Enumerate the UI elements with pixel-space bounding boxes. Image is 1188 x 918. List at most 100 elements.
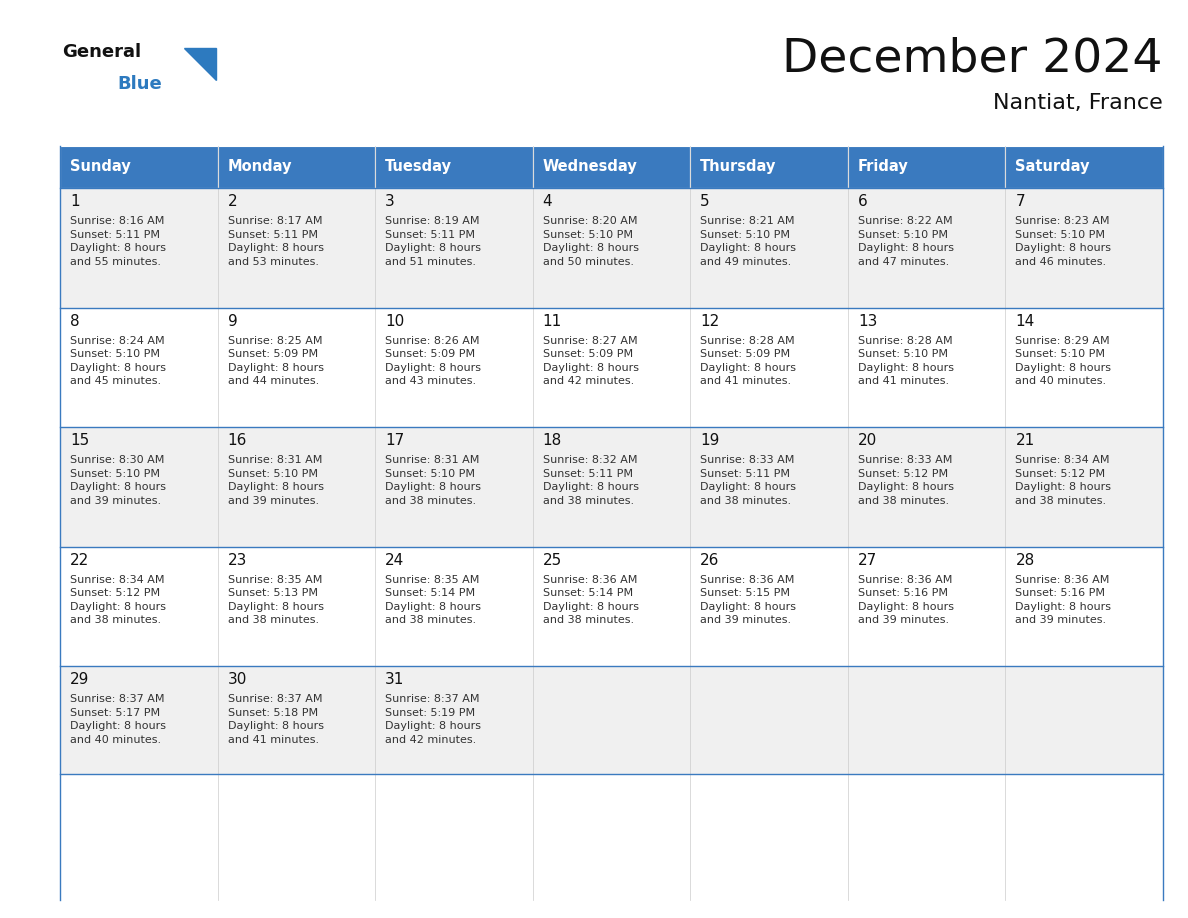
Text: 5: 5	[700, 194, 710, 209]
Text: 24: 24	[385, 553, 404, 567]
Text: Sunrise: 8:37 AM
Sunset: 5:17 PM
Daylight: 8 hours
and 40 minutes.: Sunrise: 8:37 AM Sunset: 5:17 PM Dayligh…	[70, 694, 166, 744]
Text: 31: 31	[385, 672, 405, 687]
Bar	[217, 188, 375, 308]
Text: Sunrise: 8:34 AM
Sunset: 5:12 PM
Daylight: 8 hours
and 38 minutes.: Sunrise: 8:34 AM Sunset: 5:12 PM Dayligh…	[70, 575, 166, 625]
Text: 20: 20	[858, 433, 877, 448]
Text: Saturday: Saturday	[1016, 160, 1089, 174]
Text: Sunrise: 8:20 AM
Sunset: 5:10 PM
Daylight: 8 hours
and 50 minutes.: Sunrise: 8:20 AM Sunset: 5:10 PM Dayligh…	[543, 216, 639, 267]
Text: Sunrise: 8:19 AM
Sunset: 5:11 PM
Daylight: 8 hours
and 51 minutes.: Sunrise: 8:19 AM Sunset: 5:11 PM Dayligh…	[385, 216, 481, 267]
Bar	[690, 146, 848, 188]
Text: 21: 21	[1016, 433, 1035, 448]
Bar	[690, 546, 848, 666]
Text: 1: 1	[70, 194, 80, 209]
Bar	[61, 546, 217, 666]
Bar	[1005, 188, 1163, 308]
Text: 6: 6	[858, 194, 867, 209]
Text: Sunrise: 8:27 AM
Sunset: 5:09 PM
Daylight: 8 hours
and 42 minutes.: Sunrise: 8:27 AM Sunset: 5:09 PM Dayligh…	[543, 335, 639, 386]
Bar	[375, 308, 532, 427]
Bar	[217, 427, 375, 546]
Text: Wednesday: Wednesday	[543, 160, 638, 174]
Text: 2: 2	[228, 194, 238, 209]
Text: Tuesday: Tuesday	[385, 160, 453, 174]
Text: Sunrise: 8:31 AM
Sunset: 5:10 PM
Daylight: 8 hours
and 39 minutes.: Sunrise: 8:31 AM Sunset: 5:10 PM Dayligh…	[228, 455, 323, 506]
Text: 25: 25	[543, 553, 562, 567]
Bar	[217, 666, 375, 774]
Text: Sunrise: 8:32 AM
Sunset: 5:11 PM
Daylight: 8 hours
and 38 minutes.: Sunrise: 8:32 AM Sunset: 5:11 PM Dayligh…	[543, 455, 639, 506]
Bar	[848, 188, 1005, 308]
Bar	[217, 308, 375, 427]
Bar	[1005, 666, 1163, 774]
Text: Sunrise: 8:28 AM
Sunset: 5:10 PM
Daylight: 8 hours
and 41 minutes.: Sunrise: 8:28 AM Sunset: 5:10 PM Dayligh…	[858, 335, 954, 386]
Text: Sunrise: 8:31 AM
Sunset: 5:10 PM
Daylight: 8 hours
and 38 minutes.: Sunrise: 8:31 AM Sunset: 5:10 PM Dayligh…	[385, 455, 481, 506]
Bar	[848, 146, 1005, 188]
Text: Nantiat, France: Nantiat, France	[993, 93, 1163, 113]
Bar	[217, 546, 375, 666]
Text: Sunrise: 8:36 AM
Sunset: 5:15 PM
Daylight: 8 hours
and 39 minutes.: Sunrise: 8:36 AM Sunset: 5:15 PM Dayligh…	[700, 575, 796, 625]
Text: Sunrise: 8:21 AM
Sunset: 5:10 PM
Daylight: 8 hours
and 49 minutes.: Sunrise: 8:21 AM Sunset: 5:10 PM Dayligh…	[700, 216, 796, 267]
Text: Sunrise: 8:22 AM
Sunset: 5:10 PM
Daylight: 8 hours
and 47 minutes.: Sunrise: 8:22 AM Sunset: 5:10 PM Dayligh…	[858, 216, 954, 267]
Text: 16: 16	[228, 433, 247, 448]
Text: Sunday: Sunday	[70, 160, 131, 174]
Text: Sunrise: 8:37 AM
Sunset: 5:19 PM
Daylight: 8 hours
and 42 minutes.: Sunrise: 8:37 AM Sunset: 5:19 PM Dayligh…	[385, 694, 481, 744]
Bar	[61, 666, 217, 774]
Text: 13: 13	[858, 314, 877, 329]
Text: 30: 30	[228, 672, 247, 687]
Text: Blue: Blue	[116, 75, 162, 93]
Bar	[848, 546, 1005, 666]
Text: Friday: Friday	[858, 160, 909, 174]
Text: Sunrise: 8:29 AM
Sunset: 5:10 PM
Daylight: 8 hours
and 40 minutes.: Sunrise: 8:29 AM Sunset: 5:10 PM Dayligh…	[1016, 335, 1112, 386]
Text: 8: 8	[70, 314, 80, 329]
Text: Sunrise: 8:36 AM
Sunset: 5:16 PM
Daylight: 8 hours
and 39 minutes.: Sunrise: 8:36 AM Sunset: 5:16 PM Dayligh…	[1016, 575, 1112, 625]
Bar	[375, 188, 532, 308]
Bar	[1005, 146, 1163, 188]
Bar	[375, 146, 532, 188]
Text: 22: 22	[70, 553, 89, 567]
Text: Sunrise: 8:28 AM
Sunset: 5:09 PM
Daylight: 8 hours
and 41 minutes.: Sunrise: 8:28 AM Sunset: 5:09 PM Dayligh…	[700, 335, 796, 386]
Bar	[375, 427, 532, 546]
Text: Sunrise: 8:37 AM
Sunset: 5:18 PM
Daylight: 8 hours
and 41 minutes.: Sunrise: 8:37 AM Sunset: 5:18 PM Dayligh…	[228, 694, 323, 744]
Text: Monday: Monday	[228, 160, 292, 174]
Bar	[1005, 308, 1163, 427]
Bar	[848, 427, 1005, 546]
Text: 27: 27	[858, 553, 877, 567]
Bar	[532, 146, 690, 188]
Text: 7: 7	[1016, 194, 1025, 209]
Text: Sunrise: 8:33 AM
Sunset: 5:12 PM
Daylight: 8 hours
and 38 minutes.: Sunrise: 8:33 AM Sunset: 5:12 PM Dayligh…	[858, 455, 954, 506]
Bar	[61, 146, 217, 188]
Text: Sunrise: 8:17 AM
Sunset: 5:11 PM
Daylight: 8 hours
and 53 minutes.: Sunrise: 8:17 AM Sunset: 5:11 PM Dayligh…	[228, 216, 323, 267]
Text: Sunrise: 8:33 AM
Sunset: 5:11 PM
Daylight: 8 hours
and 38 minutes.: Sunrise: 8:33 AM Sunset: 5:11 PM Dayligh…	[700, 455, 796, 506]
Bar	[532, 188, 690, 308]
Text: 12: 12	[700, 314, 720, 329]
Text: 17: 17	[385, 433, 404, 448]
Bar	[61, 308, 217, 427]
Text: 11: 11	[543, 314, 562, 329]
Text: 10: 10	[385, 314, 404, 329]
Bar	[690, 308, 848, 427]
Text: Sunrise: 8:36 AM
Sunset: 5:16 PM
Daylight: 8 hours
and 39 minutes.: Sunrise: 8:36 AM Sunset: 5:16 PM Dayligh…	[858, 575, 954, 625]
Text: 23: 23	[228, 553, 247, 567]
Text: 9: 9	[228, 314, 238, 329]
Bar	[690, 666, 848, 774]
Text: 28: 28	[1016, 553, 1035, 567]
Polygon shape	[184, 48, 216, 80]
Text: Sunrise: 8:23 AM
Sunset: 5:10 PM
Daylight: 8 hours
and 46 minutes.: Sunrise: 8:23 AM Sunset: 5:10 PM Dayligh…	[1016, 216, 1112, 267]
Bar	[690, 188, 848, 308]
Bar	[375, 666, 532, 774]
Text: Sunrise: 8:34 AM
Sunset: 5:12 PM
Daylight: 8 hours
and 38 minutes.: Sunrise: 8:34 AM Sunset: 5:12 PM Dayligh…	[1016, 455, 1112, 506]
Bar	[532, 546, 690, 666]
Text: Sunrise: 8:35 AM
Sunset: 5:14 PM
Daylight: 8 hours
and 38 minutes.: Sunrise: 8:35 AM Sunset: 5:14 PM Dayligh…	[385, 575, 481, 625]
Bar	[61, 188, 217, 308]
Bar	[1005, 427, 1163, 546]
Text: 26: 26	[700, 553, 720, 567]
Bar	[690, 427, 848, 546]
Text: General: General	[62, 43, 141, 61]
Text: 14: 14	[1016, 314, 1035, 329]
Bar	[532, 427, 690, 546]
Bar	[848, 666, 1005, 774]
Text: Sunrise: 8:16 AM
Sunset: 5:11 PM
Daylight: 8 hours
and 55 minutes.: Sunrise: 8:16 AM Sunset: 5:11 PM Dayligh…	[70, 216, 166, 267]
Text: Sunrise: 8:35 AM
Sunset: 5:13 PM
Daylight: 8 hours
and 38 minutes.: Sunrise: 8:35 AM Sunset: 5:13 PM Dayligh…	[228, 575, 323, 625]
Bar	[532, 666, 690, 774]
Text: Sunrise: 8:24 AM
Sunset: 5:10 PM
Daylight: 8 hours
and 45 minutes.: Sunrise: 8:24 AM Sunset: 5:10 PM Dayligh…	[70, 335, 166, 386]
Text: December 2024: December 2024	[783, 36, 1163, 81]
Text: 18: 18	[543, 433, 562, 448]
